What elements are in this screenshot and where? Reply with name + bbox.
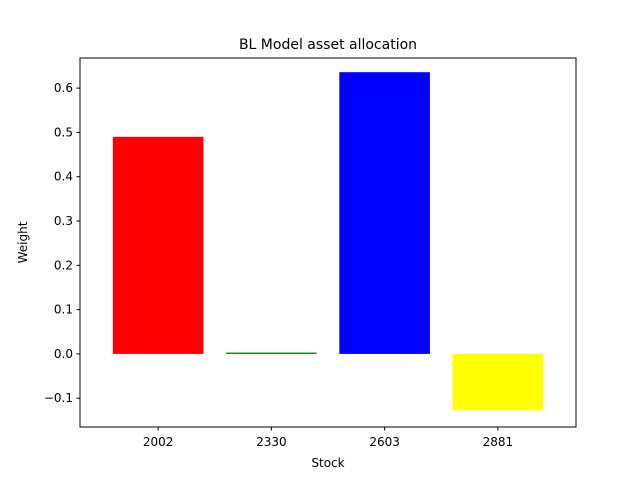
bar-2002 — [112, 136, 204, 354]
plot-frame — [79, 57, 577, 428]
y-tick-label: 0.6 — [54, 81, 73, 95]
bar-2881 — [452, 353, 544, 411]
y-tick-label: 0.4 — [54, 170, 73, 184]
y-tick-label: 0.3 — [54, 214, 73, 228]
x-tick-label: 2603 — [369, 435, 400, 449]
y-tick-label: 0.5 — [54, 125, 73, 139]
x-tick-label: 2002 — [143, 435, 174, 449]
chart-title: BL Model asset allocation — [239, 37, 417, 53]
y-tick-label: 0.0 — [54, 347, 73, 361]
bar-2330 — [226, 352, 317, 354]
x-tick-label: 2881 — [483, 435, 514, 449]
y-tick-label: 0.2 — [54, 258, 73, 272]
y-axis-label: Weight — [16, 221, 30, 263]
x-axis: 2002 2330 2603 2881 — [143, 427, 513, 449]
x-tick-label: 2330 — [256, 435, 287, 449]
bar-2603 — [339, 72, 430, 354]
y-tick-label: 0.1 — [54, 303, 73, 317]
y-axis: −0.1 0.0 0.1 0.2 0.3 0.4 0.5 0.6 — [44, 81, 80, 405]
x-axis-label: Stock — [311, 456, 344, 470]
y-tick-label: −0.1 — [44, 391, 73, 405]
bars-layer — [112, 72, 544, 411]
